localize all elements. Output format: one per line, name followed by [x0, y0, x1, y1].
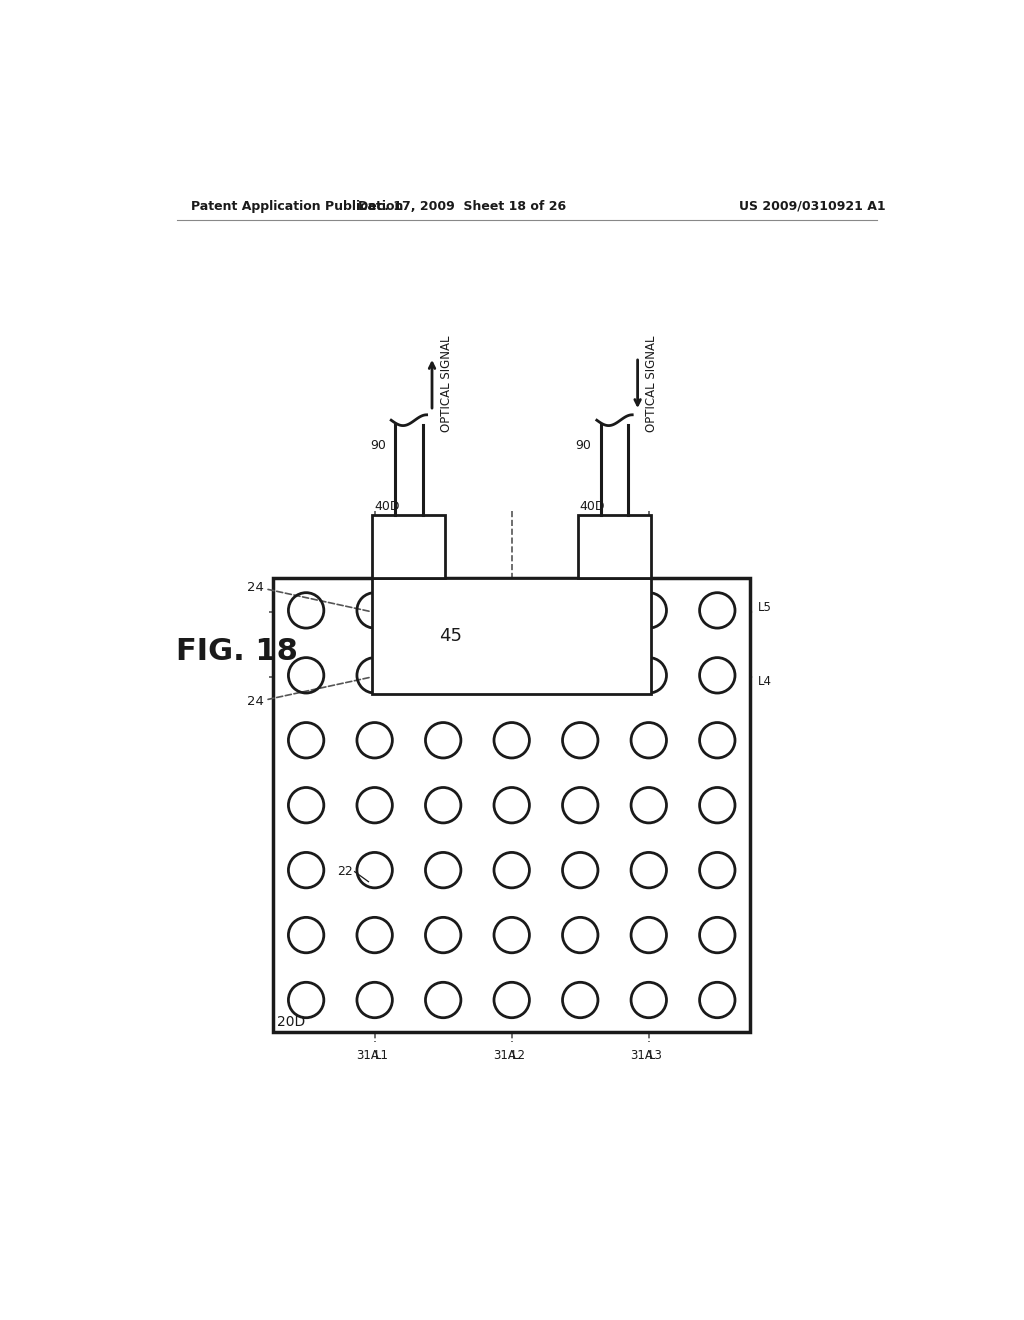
Text: 22: 22 [337, 865, 353, 878]
Text: L3: L3 [649, 1049, 663, 1063]
Bar [373, 578, 651, 694]
Text: 31A: 31A [494, 1049, 516, 1063]
Text: 40D: 40D [580, 499, 605, 512]
Text: 31A: 31A [356, 1049, 379, 1063]
Text: 45: 45 [439, 627, 462, 645]
Text: 20D: 20D [276, 1015, 305, 1028]
Text: US 2009/0310921 A1: US 2009/0310921 A1 [738, 199, 886, 213]
Text: 24: 24 [247, 696, 264, 708]
Text: Patent Application Publication: Patent Application Publication [190, 199, 403, 213]
Text: 90: 90 [575, 440, 592, 453]
Text: L1: L1 [375, 1049, 388, 1063]
Text: 90: 90 [370, 440, 386, 453]
Text: OPTICAL SIGNAL: OPTICAL SIGNAL [439, 335, 453, 432]
Text: L4: L4 [758, 675, 772, 688]
Text: L2: L2 [512, 1049, 525, 1063]
Text: FIG. 18: FIG. 18 [176, 636, 298, 665]
Bar [578, 515, 651, 578]
Text: 31A: 31A [631, 1049, 653, 1063]
Text: OPTICAL SIGNAL: OPTICAL SIGNAL [645, 335, 658, 432]
Text: Dec. 17, 2009  Sheet 18 of 26: Dec. 17, 2009 Sheet 18 of 26 [357, 199, 565, 213]
Text: 40D: 40D [374, 499, 399, 512]
Text: L5: L5 [758, 601, 772, 614]
Text: 24: 24 [247, 581, 264, 594]
Bar [373, 515, 445, 578]
Bar [273, 578, 751, 1032]
